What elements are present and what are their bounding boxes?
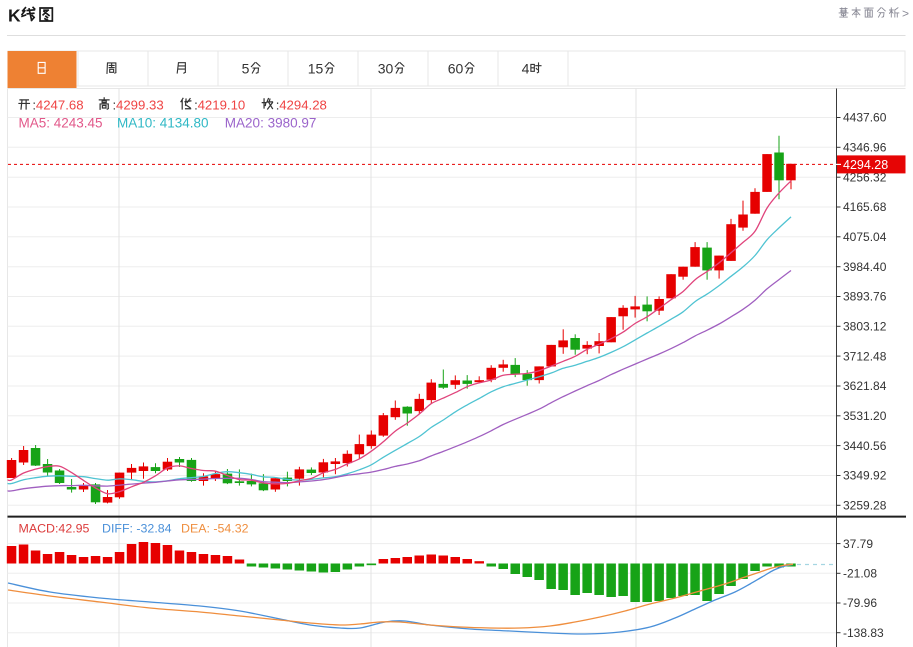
svg-text:3621.84: 3621.84 <box>843 379 887 393</box>
svg-text:3803.12: 3803.12 <box>843 320 887 334</box>
svg-text::: : <box>194 98 198 113</box>
svg-text:15: 15 <box>308 61 324 77</box>
svg-text:MACD:42.95: MACD:42.95 <box>19 522 90 536</box>
svg-text:3984.40: 3984.40 <box>843 260 887 274</box>
svg-text:4294.28: 4294.28 <box>843 158 888 172</box>
svg-text:4437.60: 4437.60 <box>843 111 887 125</box>
svg-text:-79.96: -79.96 <box>843 596 877 610</box>
svg-text:37.79: 37.79 <box>843 537 873 551</box>
svg-text:3712.48: 3712.48 <box>843 349 887 363</box>
svg-text:3531.20: 3531.20 <box>843 409 887 423</box>
svg-text:3259.28: 3259.28 <box>843 499 887 513</box>
svg-text:4299.33: 4299.33 <box>116 98 164 113</box>
svg-text:4294.28: 4294.28 <box>279 98 327 113</box>
svg-text:4: 4 <box>522 61 530 77</box>
svg-text:-138.83: -138.83 <box>843 626 884 640</box>
svg-text:MA20: 3980.97: MA20: 3980.97 <box>225 115 317 130</box>
svg-text:30: 30 <box>378 61 394 77</box>
svg-text:3440.56: 3440.56 <box>843 439 887 453</box>
svg-text:5: 5 <box>242 61 250 77</box>
svg-text::: : <box>276 98 280 113</box>
svg-text:4219.10: 4219.10 <box>198 98 246 113</box>
svg-text::: : <box>113 98 117 113</box>
svg-text:-21.08: -21.08 <box>843 567 877 581</box>
svg-text:MA10: 4134.80: MA10: 4134.80 <box>117 115 209 130</box>
svg-text:DEA: -54.32: DEA: -54.32 <box>181 522 249 536</box>
svg-text::: : <box>32 98 36 113</box>
svg-text:MA5: 4243.45: MA5: 4243.45 <box>19 115 103 130</box>
svg-text:4256.32: 4256.32 <box>843 170 887 184</box>
svg-text:DIFF: -32.84: DIFF: -32.84 <box>102 522 172 536</box>
svg-text:4165.68: 4165.68 <box>843 200 887 214</box>
svg-text:>: > <box>902 7 909 21</box>
svg-text:3349.92: 3349.92 <box>843 469 887 483</box>
svg-text:K: K <box>8 6 21 26</box>
svg-text:4247.68: 4247.68 <box>36 98 84 113</box>
svg-text:4346.96: 4346.96 <box>843 141 887 155</box>
svg-text:4075.04: 4075.04 <box>843 230 887 244</box>
svg-text:60: 60 <box>448 61 464 77</box>
svg-text:3893.76: 3893.76 <box>843 290 887 304</box>
